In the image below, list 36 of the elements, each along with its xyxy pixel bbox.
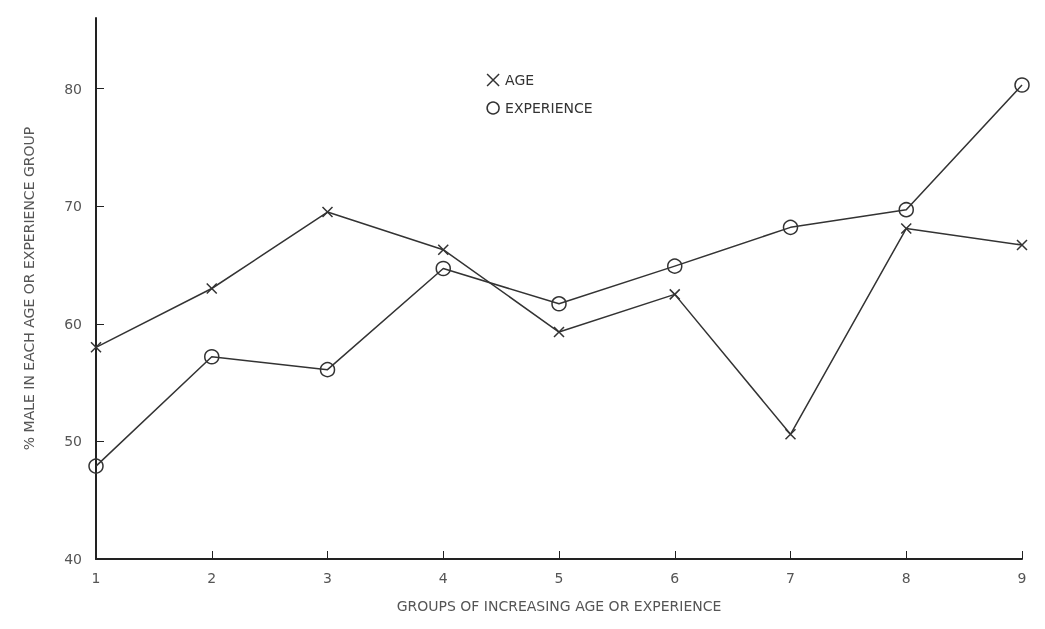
- point: [321, 206, 334, 218]
- x-tick-label: 9: [1017, 570, 1027, 586]
- point: [898, 201, 914, 218]
- point: [206, 282, 218, 295]
- y-tick-label: 40: [64, 551, 82, 567]
- y-tick-label: 80: [64, 80, 82, 97]
- x-tick-label: 5: [554, 570, 564, 586]
- x-tick-label: 7: [786, 570, 795, 586]
- point: [900, 222, 912, 235]
- x-tick-label: 6: [670, 570, 680, 586]
- y-tick-label: 60: [64, 315, 82, 332]
- point: [1014, 77, 1030, 93]
- x-tick-label: 3: [323, 570, 332, 586]
- x-tick-label: 2: [207, 570, 217, 586]
- point: [90, 341, 102, 354]
- point: [551, 296, 567, 312]
- point: [667, 258, 683, 274]
- point: [435, 260, 451, 277]
- y-tick-label: 50: [64, 433, 82, 450]
- point: [782, 219, 799, 236]
- point: [88, 458, 104, 474]
- point: [553, 326, 565, 338]
- x-tick-label: 1: [91, 570, 101, 586]
- point: [204, 348, 220, 365]
- x-tick-label: 4: [438, 570, 448, 586]
- x-axis-title: GROUPS OF INCREASING AGE OR EXPERIENCE: [396, 598, 722, 614]
- legend-label: EXPERIENCE: [505, 100, 593, 116]
- point: [669, 288, 681, 301]
- point: [1016, 239, 1028, 251]
- y-tick-label: 70: [64, 198, 82, 215]
- x-tick-label: 8: [901, 570, 911, 586]
- point: [319, 361, 336, 378]
- point: [784, 428, 797, 441]
- point: [437, 243, 449, 256]
- legend-label: AGE: [505, 72, 535, 88]
- y-axis-title: % MALE IN EACH AGE OR EXPERIENCE GROUP: [21, 126, 37, 451]
